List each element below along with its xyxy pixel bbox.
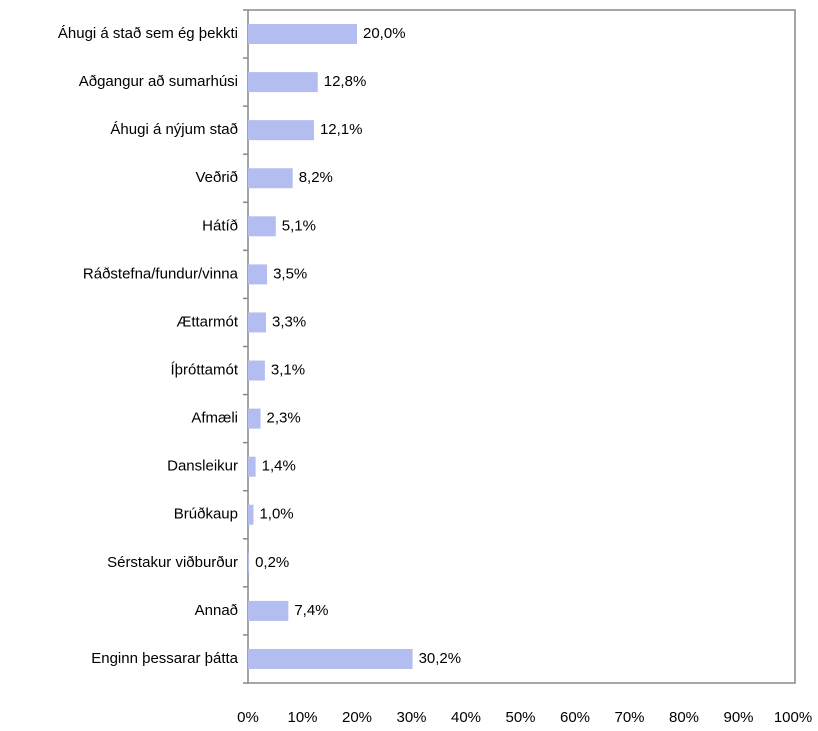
y-tick-label: Dansleikur [167,458,238,475]
bar [248,648,413,669]
data-label: 12,1% [320,121,363,138]
data-label: 0,2% [255,554,289,571]
bar [248,120,314,141]
y-tick-label: Aðgangur að sumarhúsi [79,73,238,90]
x-tick-label: 10% [287,709,317,726]
bar [248,264,268,285]
x-tick-label: 100% [774,709,812,726]
x-tick-label: 40% [451,709,481,726]
bar [248,360,265,381]
y-tick-label: Enginn þessarar þátta [91,650,238,667]
y-tick-label: Áhugi á nýjum stað [110,121,238,138]
y-tick-label: Íþróttamót [170,362,238,379]
bar [248,408,261,429]
bar [248,312,266,333]
bar [248,552,250,573]
x-tick-label: 0% [237,709,259,726]
y-tick-label: Ættarmót [176,313,239,330]
data-label: 30,2% [419,650,462,667]
data-label: 8,2% [299,169,333,186]
bar [248,456,256,477]
data-label: 12,8% [324,73,367,90]
data-label: 3,5% [273,265,307,282]
data-label: 5,1% [282,217,316,234]
y-tick-label: Hátíð [202,217,238,234]
bar [248,216,276,237]
x-tick-label: 60% [560,709,590,726]
y-tick-label: Afmæli [191,410,238,427]
bar [248,600,289,621]
x-tick-label: 30% [396,709,426,726]
x-tick-label: 50% [505,709,535,726]
y-tick-label: Áhugi á stað sem ég þekkti [58,25,238,42]
y-tick-label: Ráðstefna/fundur/vinna [83,265,239,282]
data-label: 1,0% [259,506,293,523]
data-label: 3,3% [272,313,306,330]
bar [248,72,318,93]
y-tick-label: Veðrið [195,169,238,186]
data-label: 1,4% [262,458,296,475]
x-tick-label: 80% [669,709,699,726]
bar [248,504,254,525]
x-tick-label: 90% [723,709,753,726]
data-label: 2,3% [267,410,301,427]
bar [248,168,293,189]
bar [248,24,357,45]
y-tick-label: Brúðkaup [174,506,238,523]
plot-border [247,9,796,684]
data-label: 3,1% [271,362,305,379]
data-label: 20,0% [363,25,406,42]
data-label: 7,4% [294,602,328,619]
y-tick-label: Sérstakur viðburður [107,554,238,571]
x-tick-label: 20% [342,709,372,726]
y-tick-label: Annað [195,602,238,619]
x-tick-label: 70% [614,709,644,726]
